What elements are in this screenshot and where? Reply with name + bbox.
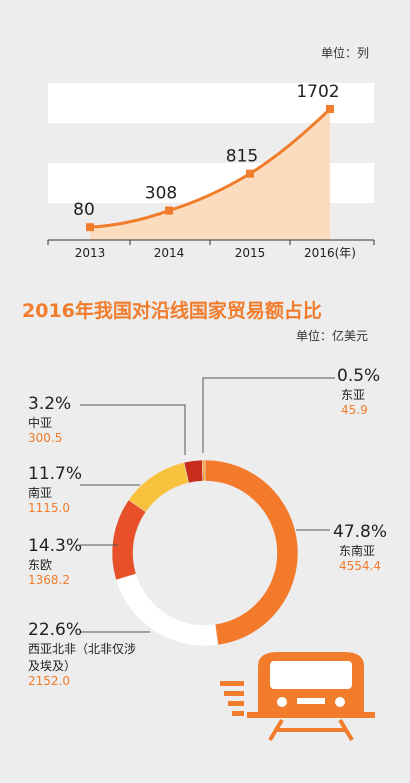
train-window [270,661,352,707]
leader-central-asia [80,404,186,455]
donut-slice [128,462,190,513]
data-point [246,169,254,178]
southeast-asia-percent: 47.8% [333,522,388,542]
central-asia-percent: 3.2% [28,394,72,414]
x-tick-label: 2015 [235,246,266,260]
data-label: 1702 [296,82,339,102]
data-label: 308 [145,184,177,204]
central-asia-value: 300.5 [28,431,63,445]
east-europe-value: 1368.2 [28,573,70,587]
west-asia-value: 2152.0 [28,674,70,688]
area-fill [90,109,330,240]
x-tick-label: 2014 [154,246,185,260]
southeast-asia-name: 东南亚 [339,544,376,558]
east-europe-name: 东欧 [28,558,53,572]
east-asia-value: 45.9 [341,403,368,417]
south-asia-percent: 11.7% [28,464,83,484]
label-central-asia: 3.2% 中亚 300.5 [28,394,98,445]
x-tick-label: 2013 [75,246,106,260]
data-label: 815 [226,147,258,167]
label-east-europe: 14.3% 东欧 1368.2 [28,536,108,587]
bottom-unit-label: 单位：亿美元 [296,329,369,343]
southeast-asia-value: 4554.4 [339,559,381,573]
top-unit-label: 单位：列 [321,46,370,60]
label-south-asia: 11.7% 南亚 1115.0 [28,464,108,515]
series-line [89,107,332,229]
area-chart: 80 2013 308 2014 815 2015 1702 2016(年) [47,82,375,260]
data-point [326,105,334,113]
donut-slice [204,459,299,646]
east-europe-percent: 14.3% [28,536,83,556]
east-asia-name: 东亚 [341,388,366,402]
data-point [86,223,94,232]
south-asia-name: 南亚 [28,486,53,500]
donut-slice [111,499,147,581]
data-label: 80 [73,200,95,220]
data-point [165,206,173,215]
x-tick-label: 2016(年) [304,246,356,260]
west-asia-name-line2: 及埃及） [28,659,77,673]
train-track [268,718,354,742]
label-west-asia-north-africa: 22.6% 西亚北非（北非仅涉 及埃及） 2152.0 [28,620,168,688]
central-asia-name: 中亚 [28,416,53,430]
stripe-1 [48,83,374,123]
donut-slice [201,459,206,482]
east-asia-percent: 0.5% [337,366,381,386]
chart-title: 2016年我国对沿线国家贸易额占比 [22,300,322,322]
south-asia-value: 1115.0 [28,501,70,515]
label-southeast-asia: 47.8% 东南亚 4554.4 [333,522,407,573]
west-asia-name-line1: 西亚北非（北非仅涉 [28,642,137,656]
west-asia-percent: 22.6% [28,620,83,640]
leader-east-asia [202,377,335,453]
label-east-asia: 0.5% 东亚 45.9 [337,366,407,417]
